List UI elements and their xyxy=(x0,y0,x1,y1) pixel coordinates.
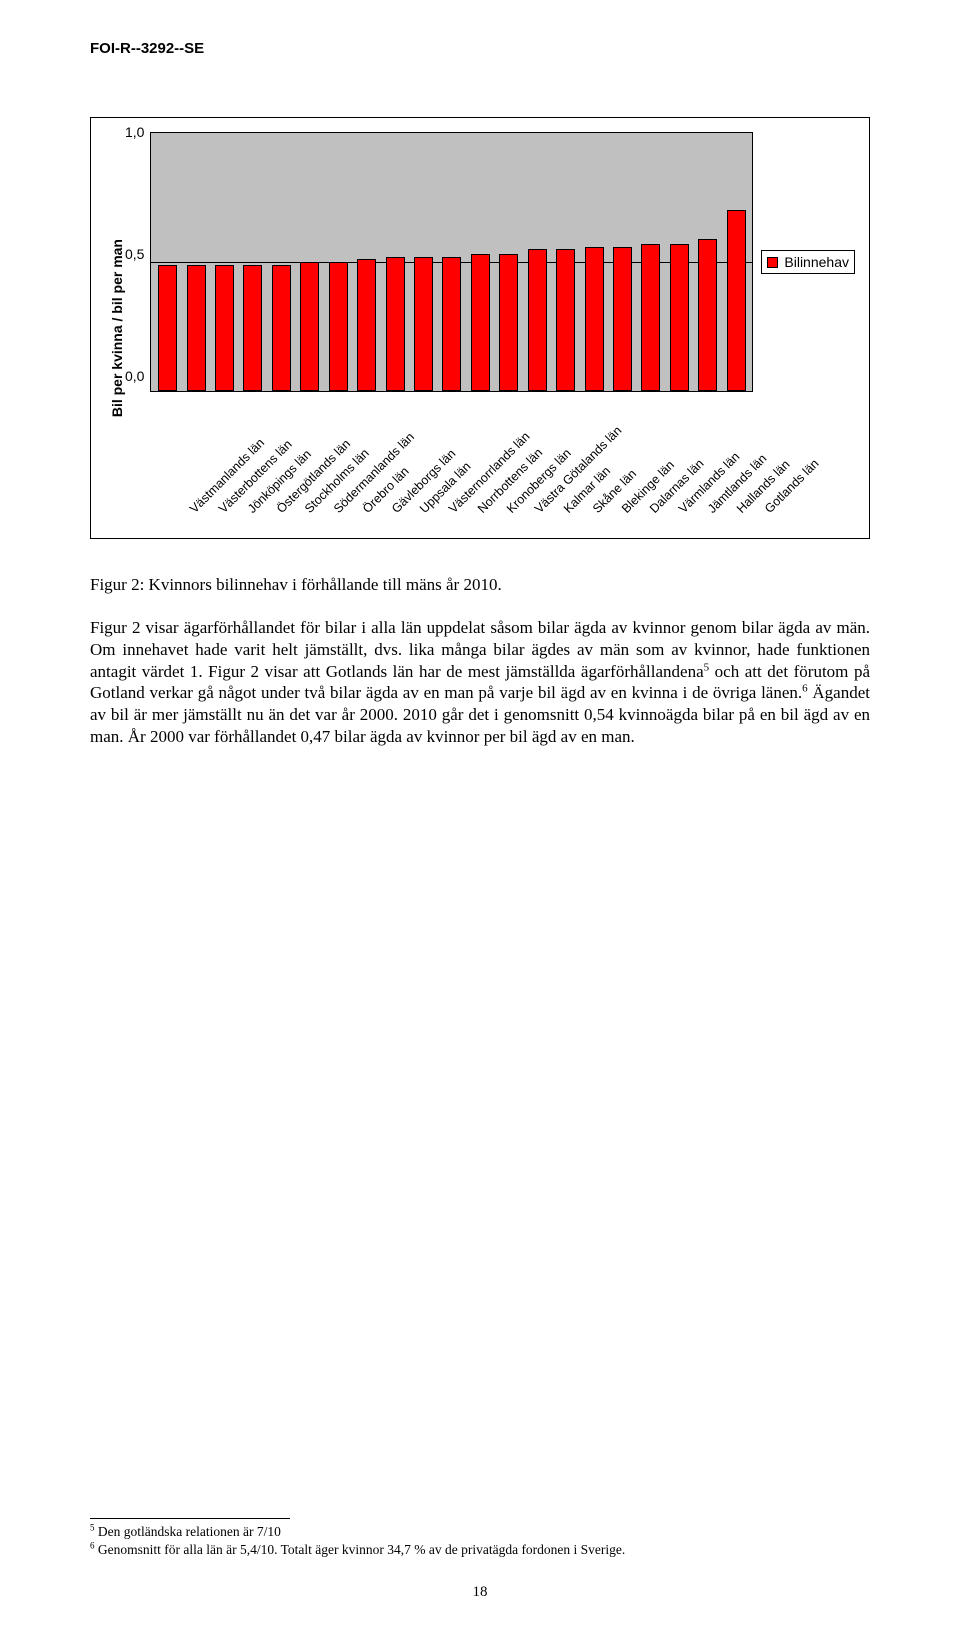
footnotes-list: 5 Den gotländska relationen är 7/106 Gen… xyxy=(90,1523,870,1559)
footnote: 5 Den gotländska relationen är 7/10 xyxy=(90,1523,870,1541)
chart-row: Bil per kvinna / bil per man 1,00,50,0 B… xyxy=(105,132,855,524)
y-axis-title: Bil per kvinna / bil per man xyxy=(105,239,125,417)
bar xyxy=(272,265,291,391)
plot-row: 1,00,50,0 Bilinnehav xyxy=(125,132,855,392)
bars-container xyxy=(151,133,752,391)
figure-caption: Figur 2: Kvinnors bilinnehav i förhållan… xyxy=(90,575,870,595)
bar xyxy=(670,244,689,391)
page-number: 18 xyxy=(0,1584,960,1601)
bar xyxy=(698,239,717,391)
document-id: FOI-R--3292--SE xyxy=(90,40,870,57)
bar xyxy=(357,259,376,391)
bar xyxy=(613,247,632,391)
y-tick-label: 0,0 xyxy=(125,368,144,384)
bar xyxy=(556,249,575,391)
bar xyxy=(585,247,604,391)
y-axis-ticks: 1,0 0,5 0,0 xyxy=(125,124,150,384)
bar xyxy=(329,262,348,391)
bar xyxy=(727,210,746,391)
footnotes-separator xyxy=(90,1518,290,1519)
page: FOI-R--3292--SE Bil per kvinna / bil per… xyxy=(0,0,960,1631)
legend-label: Bilinnehav xyxy=(784,254,849,270)
bar xyxy=(528,249,547,391)
y-tick-label: 0,5 xyxy=(125,246,144,262)
legend-swatch xyxy=(767,257,778,268)
y-tick-label: 1,0 xyxy=(125,124,144,140)
x-labels-row: Västmanlands länVästerbottens länJönköpi… xyxy=(125,392,855,524)
chart-body: 1,00,50,0 Bilinnehav Västmanlands länVäs… xyxy=(125,132,855,524)
bar xyxy=(158,265,177,391)
bar xyxy=(386,257,405,391)
footnote: 6 Genomsnitt för alla län är 5,4/10. Tot… xyxy=(90,1541,870,1559)
body-paragraph: Figur 2 visar ägarförhållandet för bilar… xyxy=(90,617,870,748)
bar xyxy=(499,254,518,391)
x-axis-labels: Västmanlands länVästerbottens länJönköpi… xyxy=(159,396,763,524)
bar xyxy=(243,265,262,391)
x-labels-spacer xyxy=(125,392,159,524)
bar xyxy=(641,244,660,391)
bar xyxy=(414,257,433,391)
footnotes: 5 Den gotländska relationen är 7/106 Gen… xyxy=(90,1518,870,1559)
bar xyxy=(471,254,490,391)
bar xyxy=(442,257,461,391)
figure-2-chart: Bil per kvinna / bil per man 1,0 0,5 0,0 B… xyxy=(90,117,870,539)
bar xyxy=(215,265,234,391)
bar xyxy=(300,262,319,391)
chart-legend: Bilinnehav xyxy=(761,250,855,274)
plot-area xyxy=(150,132,753,392)
bar xyxy=(187,265,206,391)
